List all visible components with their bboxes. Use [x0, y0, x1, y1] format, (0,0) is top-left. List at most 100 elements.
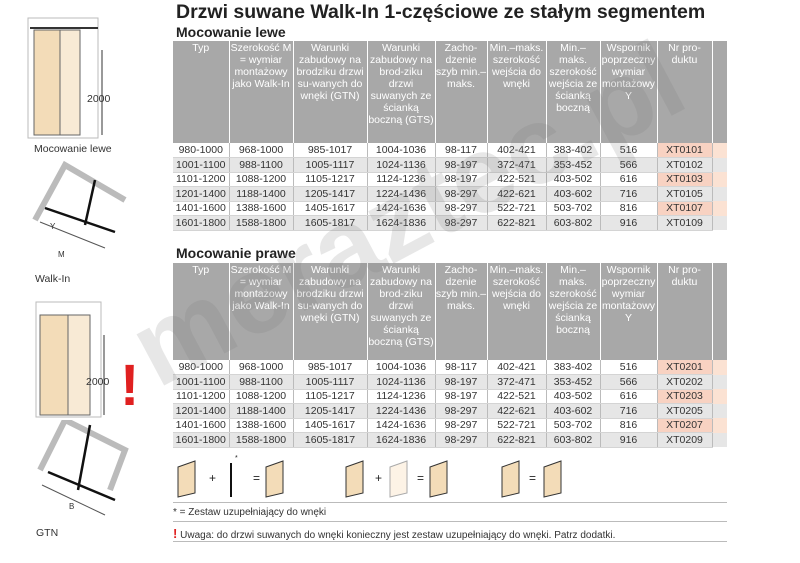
table-cell: 1601-1800	[173, 215, 230, 231]
header-strip	[712, 41, 727, 143]
table-row: 980-1000 968-1000 985-1017 1004-1036 98-117 4…	[173, 360, 727, 375]
table-cell: 1588-1800	[229, 215, 294, 231]
table-cell: 1601-1800	[173, 432, 230, 448]
table-cell: 1005-1117	[293, 157, 368, 173]
dim-b-label: B	[69, 502, 75, 511]
table-row: 1201-1400 1188-1400 1205-1417 1224-1436 98-2…	[173, 403, 727, 419]
product-number: XT0202	[657, 374, 713, 390]
door-unit-icon-3	[501, 460, 520, 498]
door-drawing-gtn-icon	[35, 301, 105, 418]
warning-note: ! Uwaga: do drzwi suwanych do wnęki koni…	[173, 522, 727, 542]
table-cell: 988-1100	[229, 374, 294, 390]
wall-profile-icon	[230, 463, 232, 497]
table-cell: 353-452	[546, 157, 601, 173]
header-row: Typ Szerokość M = wymiar montażowy jako W…	[173, 263, 727, 360]
table-cell: 516	[600, 360, 658, 375]
table-cell: 566	[600, 374, 658, 390]
door-drawing-left-icon	[27, 17, 103, 139]
table-cell: 372-471	[487, 374, 547, 390]
table-cell: 716	[600, 186, 658, 202]
table-cell: 1405-1617	[293, 201, 368, 216]
row-strip	[712, 360, 727, 375]
product-number: XT0109	[657, 215, 713, 231]
header-row: Typ Szerokość M = wymiar montażowy jako W…	[173, 41, 727, 143]
table-cell: 1624-1836	[367, 432, 436, 448]
table-cell: 403-502	[546, 172, 601, 187]
table-cell: 1388-1600	[229, 201, 294, 216]
table-cell: 985-1017	[293, 143, 368, 158]
column-header: Nr pro-duktu	[657, 41, 713, 143]
table-row: 1001-1100 988-1100 1005-1117 1024-1136 98-19…	[173, 374, 727, 390]
table-cell: 616	[600, 389, 658, 404]
table-cell: 1405-1617	[293, 418, 368, 433]
table-cell: 98-297	[435, 201, 488, 216]
column-header: Nr pro-duktu	[657, 263, 713, 360]
dim-y-label: Y	[50, 222, 56, 231]
door-unit-icon	[177, 460, 196, 498]
row-strip	[712, 432, 727, 447]
column-header: Szerokość M = wymiar montażowy jako Walk…	[229, 41, 294, 143]
table-cell: 503-702	[546, 418, 601, 433]
table-cell: 1188-1400	[229, 403, 294, 419]
table-cell: 980-1000	[173, 143, 230, 158]
table-cell: 985-1017	[293, 360, 368, 375]
table-cell: 1424-1636	[367, 201, 436, 216]
table-cell: 603-802	[546, 432, 601, 448]
column-header: Zacho-dzenie szyb min.–maks.	[435, 263, 488, 360]
table-cell: 98-197	[435, 389, 488, 404]
table-cell: 372-471	[487, 157, 547, 173]
door-with-wall-icon	[429, 460, 448, 498]
table-cell: 968-1000	[229, 143, 294, 158]
table-cell: 1201-1400	[173, 186, 230, 202]
table-cell: 1205-1417	[293, 186, 368, 202]
table-cell: 522-721	[487, 418, 547, 433]
table-cell: 1088-1200	[229, 172, 294, 187]
table-row: 1101-1200 1088-1200 1105-1217 1124-1236 98-1…	[173, 172, 727, 187]
table-cell: 422-621	[487, 403, 547, 419]
row-strip	[712, 172, 727, 187]
dim-m-label: M	[58, 250, 65, 259]
table-cell: 566	[600, 157, 658, 173]
table-cell: 1388-1600	[229, 418, 294, 433]
label-mocowanie-lewe: Mocowanie lewe	[34, 143, 112, 155]
table-cell: 1205-1417	[293, 403, 368, 419]
table-cell: 1105-1217	[293, 172, 368, 187]
column-header: Typ	[173, 41, 230, 143]
footnote: * = Zestaw uzupełniający do wnęki	[173, 505, 727, 522]
side-wall-icon	[389, 460, 408, 498]
table-cell: 916	[600, 215, 658, 231]
column-header: Min.–maks. szerokość wejścia ze ścianką …	[546, 41, 601, 143]
dim-2000-label-2: 2000	[86, 376, 110, 388]
table-cell: 603-802	[546, 215, 601, 231]
table-cell: 1201-1400	[173, 403, 230, 419]
product-number: XT0207	[657, 418, 713, 433]
product-number: XT0102	[657, 157, 713, 173]
product-number: XT0205	[657, 403, 713, 419]
column-header: Typ	[173, 263, 230, 360]
column-header: Wspornik poprzeczny wymiar montażowy Y	[600, 41, 658, 143]
table-cell: 98-197	[435, 157, 488, 173]
column-header: Min.–maks. szerokość wejścia do wnęki	[487, 263, 547, 360]
table-cell: 98-117	[435, 360, 488, 375]
label-gtn: GTN	[36, 527, 59, 539]
table-cell: 1004-1036	[367, 143, 436, 158]
table-cell: 1024-1136	[367, 374, 436, 390]
table-cell: 1024-1136	[367, 157, 436, 173]
table-cell: 1105-1217	[293, 389, 368, 404]
table-cell: 98-197	[435, 374, 488, 390]
product-number: XT0101	[657, 143, 713, 158]
table-cell: 968-1000	[229, 360, 294, 375]
column-header: Szerokość M = wymiar montażowy jako Walk…	[229, 263, 294, 360]
plus-sign-2: +	[375, 471, 383, 485]
column-header: Warunki zabudowy na brod-ziku drzwi suwa…	[367, 263, 436, 360]
row-strip	[712, 157, 727, 172]
table-cell: 1188-1400	[229, 186, 294, 202]
table-cell: 353-452	[546, 374, 601, 390]
table-cell: 503-702	[546, 201, 601, 216]
table-cell: 1001-1100	[173, 157, 230, 173]
column-header: Warunki zabudowy na brod-ziku drzwi suwa…	[367, 41, 436, 143]
row-strip	[712, 215, 727, 230]
table-cell: 403-602	[546, 186, 601, 202]
table-cell: 98-297	[435, 186, 488, 202]
table-cell: 403-502	[546, 389, 601, 404]
